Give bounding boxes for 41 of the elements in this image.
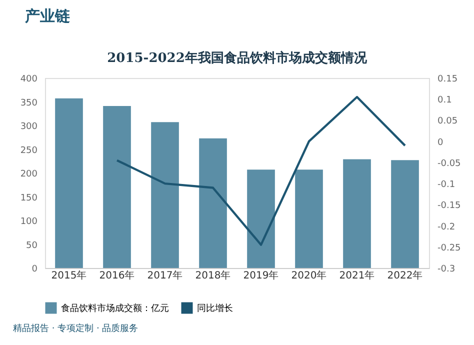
y2-tick-label: -0.3 <box>438 264 456 274</box>
bar <box>391 160 419 268</box>
y2-tick-label: -0.25 <box>438 243 461 254</box>
y-tick-label: 300 <box>20 122 38 132</box>
y-tick-label: 400 <box>20 74 38 84</box>
x-tick-label: 2019年 <box>243 270 279 282</box>
bar <box>343 159 371 268</box>
x-tick-label: 2016年 <box>99 270 135 282</box>
bar <box>55 98 83 268</box>
x-tick-label: 2015年 <box>51 270 87 282</box>
y2-tick-label: 0.1 <box>438 96 452 106</box>
bar <box>151 122 179 268</box>
y-tick-label: 0 <box>32 264 38 274</box>
y-tick-label: 250 <box>20 146 38 156</box>
y2-tick-label: 0 <box>438 138 444 148</box>
legend-label: 同比增长 <box>197 303 233 314</box>
y2-tick-label: -0.1 <box>438 180 456 190</box>
bar <box>199 138 227 268</box>
y-tick-label: 200 <box>20 170 38 180</box>
bar <box>103 106 131 268</box>
bar <box>295 170 323 268</box>
y2-tick-label: 0.15 <box>438 74 458 84</box>
x-tick-label: 2018年 <box>195 270 231 282</box>
y-tick-label: 150 <box>20 193 38 204</box>
text: 精品报告 · 专项定制 · 品质服务 <box>13 323 138 334</box>
x-tick-label: 2017年 <box>147 270 183 282</box>
bar <box>247 170 275 268</box>
y2-tick-label: -0.05 <box>438 158 461 169</box>
legend-label: 食品饮料市场成交额：亿元 <box>61 303 169 314</box>
y2-tick-label: -0.2 <box>438 222 456 232</box>
x-tick-label: 2022年 <box>387 270 423 282</box>
line-series <box>116 96 406 246</box>
x-tick-label: 2021年 <box>339 270 375 282</box>
y2-tick-label: -0.15 <box>438 201 461 212</box>
text: 产业链 <box>24 7 71 25</box>
x-tick-label: 2020年 <box>291 270 327 282</box>
y-tick-label: 350 <box>20 98 38 108</box>
y2-tick-label: 0.05 <box>438 116 458 127</box>
y-tick-label: 50 <box>26 240 38 251</box>
chart-title: 2015-2022年我国食品饮料市场成交额情况 <box>107 50 368 66</box>
y-tick-label: 100 <box>20 217 38 227</box>
